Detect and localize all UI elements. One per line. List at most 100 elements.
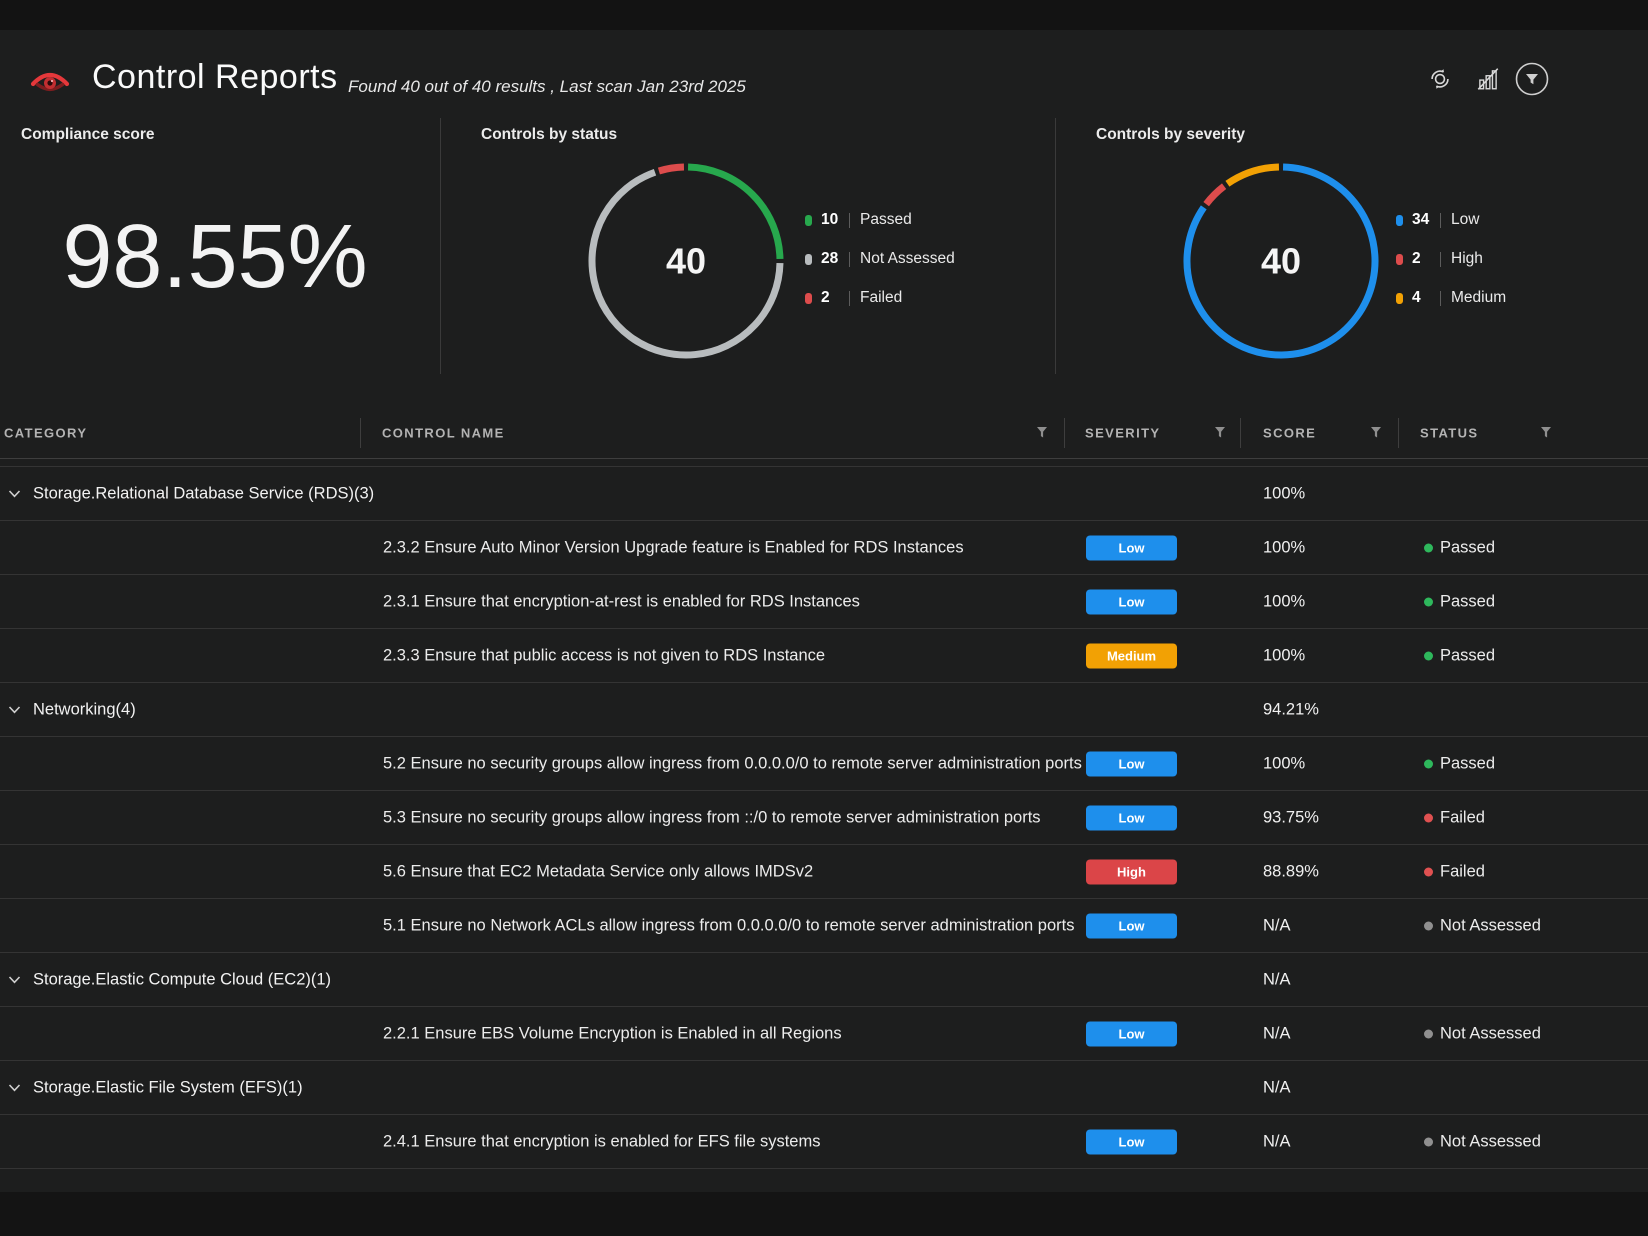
status-dot [1424,921,1433,930]
chevron-down-icon[interactable] [8,705,21,714]
filter-funnel-icon[interactable] [1036,426,1048,439]
control-row[interactable]: 5.3 Ensure no security groups allow ingr… [0,791,1648,845]
score-value: N/A [1263,1132,1291,1150]
status-legend: 10 Passed 28 Not Assessed 2 Failed [805,211,955,307]
category-group-row[interactable]: Storage.Elastic Compute Cloud (EC2)(1) N… [0,953,1648,1007]
severity-badge: Low [1086,751,1177,776]
severity-badge: Low [1086,913,1177,938]
chevron-down-icon[interactable] [8,975,21,984]
control-row[interactable]: 5.2 Ensure no security groups allow ingr… [0,737,1648,791]
severity-badge: Low [1086,1129,1177,1154]
score-value: 93.75% [1263,808,1319,826]
panel-divider [1055,118,1056,374]
legend-count: 28 [821,250,839,267]
score-value: N/A [1263,1024,1291,1042]
refresh-icon[interactable] [1427,66,1453,92]
status-label: Passed [1440,538,1496,556]
status-dot [1424,867,1433,876]
severity-badge: Low [1086,589,1177,614]
status-dot [1424,597,1433,606]
control-row[interactable]: 2.2.1 Ensure EBS Volume Encryption is En… [0,1007,1648,1061]
legend-count: 2 [1412,250,1421,267]
column-separator [1240,418,1241,448]
legend-label: Passed [860,211,912,228]
severity-badge: Low [1086,535,1177,560]
status-label: Passed [1440,592,1496,610]
legend-label: Medium [1451,289,1507,306]
table-header: CATEGORY CONTROL NAME SEVERITY SCORE STA… [0,408,1648,459]
control-row[interactable]: 2.4.1 Ensure that encryption is enabled … [0,1115,1648,1169]
legend-item: 2 High [1396,250,1506,268]
legend-marker [805,292,812,304]
severity-badge: Medium [1086,643,1177,668]
donut-segment-low [1183,163,1379,359]
severity-donut-chart: 40 [1183,163,1379,359]
legend-separator [849,212,850,228]
page-title: Control Reports [92,58,338,96]
status-label: Passed [1440,754,1496,772]
legend-separator [849,251,850,267]
control-name: 5.3 Ensure no security groups allow ingr… [383,808,1041,826]
control-row[interactable]: 2.3.1 Ensure that encryption-at-rest is … [0,575,1648,629]
column-separator [1398,418,1399,448]
control-row[interactable]: 2.3.3 Ensure that public access is not g… [0,629,1648,683]
category-group-row[interactable]: Networking(4) 94.21% [0,683,1648,737]
legend-item: 34 Low [1396,211,1506,229]
control-name: 2.3.1 Ensure that encryption-at-rest is … [383,592,860,610]
chevron-down-icon[interactable] [8,489,21,498]
footer-strip [0,1192,1648,1236]
score-value: 100% [1263,592,1306,610]
legend-separator [1440,251,1441,267]
score-value: 100% [1263,646,1306,664]
status-label: Not Assessed [1440,916,1541,934]
legend-label: Low [1451,211,1480,228]
control-name: 2.3.2 Ensure Auto Minor Version Upgrade … [383,538,964,556]
status-dot [1424,1137,1433,1146]
status-label: Failed [1440,862,1485,880]
column-header-control-name: CONTROL NAME [382,425,505,441]
legend-marker [1396,253,1403,265]
status-donut-chart: 40 [588,163,784,359]
legend-marker [805,214,812,226]
donut-total: 40 [1261,241,1301,282]
donut-segment-not-assessed [588,168,784,359]
control-name: 5.6 Ensure that EC2 Metadata Service onl… [383,862,814,880]
column-separator [1064,418,1065,448]
results-summary: Found 40 out of 40 results , Last scan J… [348,77,746,96]
score-value: N/A [1263,916,1291,934]
control-row[interactable]: 2.3.2 Ensure Auto Minor Version Upgrade … [0,521,1648,575]
filter-funnel-icon[interactable] [1214,426,1226,439]
category-group-row[interactable]: Storage.Relational Database Service (RDS… [0,467,1648,521]
control-name: 2.4.1 Ensure that encryption is enabled … [383,1132,821,1150]
control-row[interactable]: 5.1 Ensure no Network ACLs allow ingress… [0,899,1648,953]
filter-icon[interactable] [1514,61,1550,97]
legend-item: 2 Failed [805,289,955,307]
group-score: N/A [1263,1078,1291,1096]
control-row[interactable]: 5.6 Ensure that EC2 Metadata Service onl… [0,845,1648,899]
donut-total: 40 [666,241,706,282]
top-strip [0,0,1648,30]
legend-item: 4 Medium [1396,289,1506,307]
legend-item: 28 Not Assessed [805,250,955,268]
donut-segment-failed [657,163,685,175]
status-label: Not Assessed [1440,1024,1541,1042]
chevron-down-icon[interactable] [8,1083,21,1092]
column-header-severity: SEVERITY [1085,425,1161,441]
legend-item: 10 Passed [805,211,955,229]
eye-logo-icon [30,72,70,92]
filter-funnel-icon[interactable] [1370,426,1382,439]
control-name: 2.2.1 Ensure EBS Volume Encryption is En… [383,1024,842,1042]
group-score: 100% [1263,484,1306,502]
severity-badge: Low [1086,805,1177,830]
legend-label: Not Assessed [860,250,955,267]
control-name: 2.3.3 Ensure that public access is not g… [383,646,826,664]
legend-separator [1440,290,1441,306]
category-group-row[interactable]: Storage.Elastic File System (EFS)(1) N/A [0,1061,1648,1115]
legend-count: 4 [1412,289,1421,306]
severity-legend: 34 Low 2 High 4 Medium [1396,211,1506,307]
controls-by-status-title: Controls by status [481,126,618,143]
hide-charts-icon[interactable] [1475,66,1501,92]
donut-segment-high [1203,183,1227,207]
filter-funnel-icon[interactable] [1540,426,1552,439]
column-header-score: SCORE [1263,425,1317,441]
